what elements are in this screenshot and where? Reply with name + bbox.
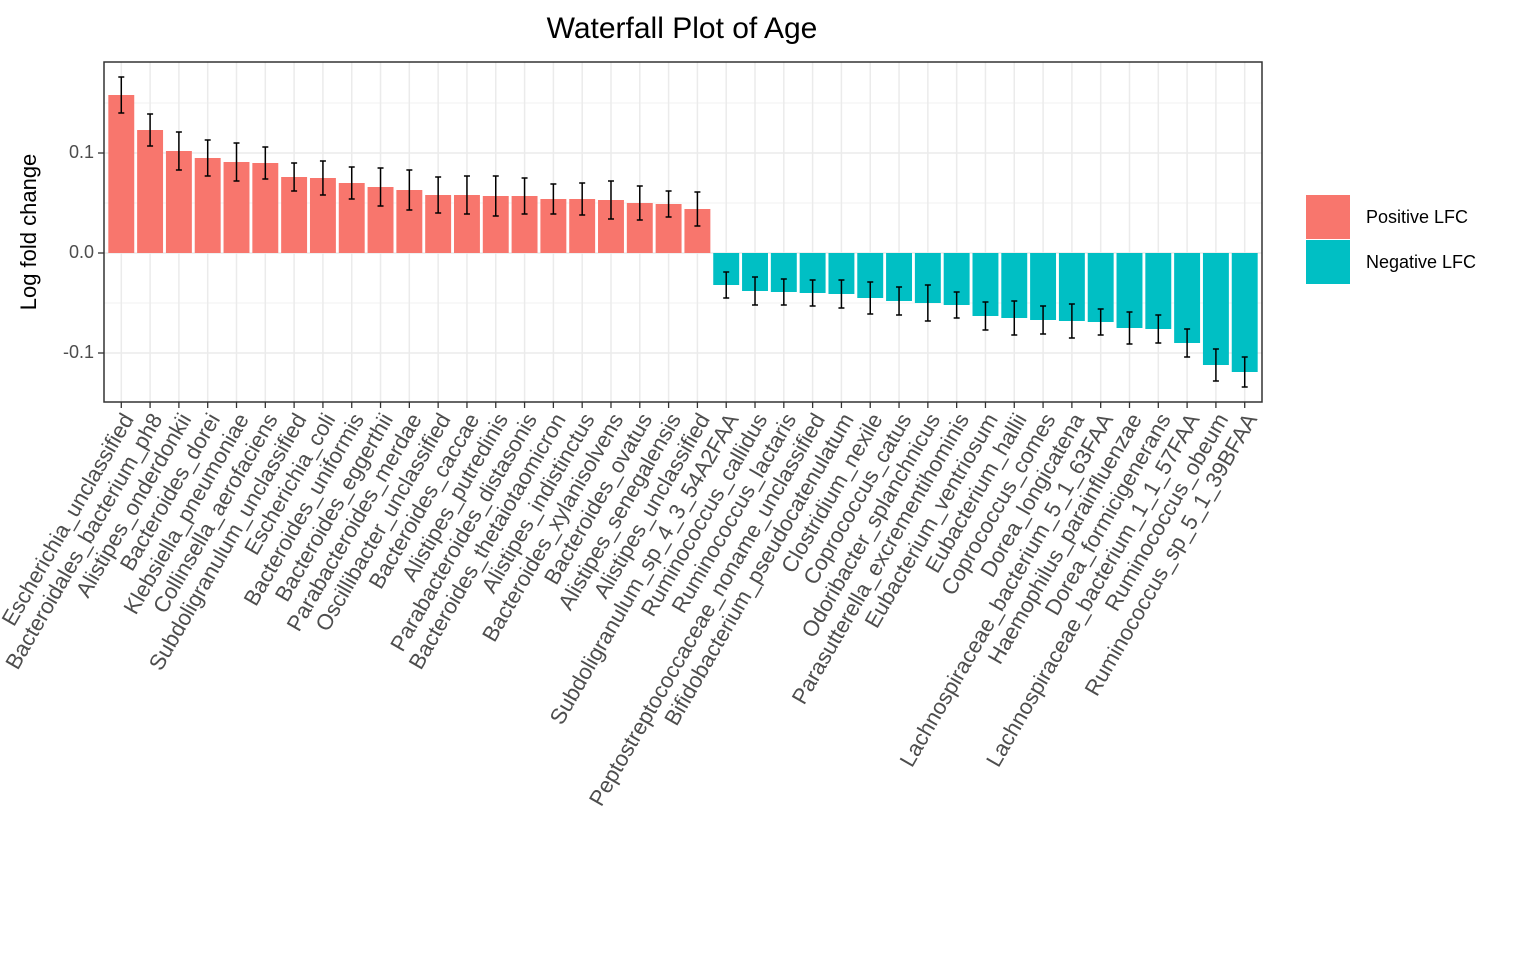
legend-label: Negative LFC xyxy=(1366,252,1476,272)
legend-key xyxy=(1306,195,1350,239)
error-bar xyxy=(291,162,298,192)
panel-border xyxy=(103,61,1263,403)
error-bar xyxy=(1068,303,1075,339)
y-tick-label: 0.1 xyxy=(69,142,94,162)
error-bar xyxy=(1126,311,1133,345)
error-bar xyxy=(694,191,701,227)
error-bar xyxy=(550,183,557,215)
error-bar xyxy=(982,301,989,331)
error-bar xyxy=(1184,328,1191,358)
bar xyxy=(1231,253,1258,372)
error-bar xyxy=(233,142,240,182)
error-bar xyxy=(665,190,672,218)
error-bar xyxy=(262,146,269,180)
error-bar xyxy=(896,286,903,316)
error-bar xyxy=(809,279,816,307)
error-bar xyxy=(752,276,759,306)
bar xyxy=(108,95,135,253)
error-bar xyxy=(319,160,326,196)
error-bar xyxy=(377,167,384,207)
error-bar xyxy=(1241,356,1248,388)
chart-title: Waterfall Plot of Age xyxy=(547,12,818,45)
bar xyxy=(1174,253,1201,343)
y-tick-label: 0.0 xyxy=(69,242,94,262)
error-bar xyxy=(1155,314,1162,344)
error-bar xyxy=(636,185,643,221)
error-bar xyxy=(1212,348,1219,382)
error-bar xyxy=(1097,308,1104,336)
error-bar xyxy=(492,175,499,217)
error-bar xyxy=(780,278,787,306)
error-bar xyxy=(348,166,355,200)
error-bar xyxy=(204,139,211,177)
y-axis-label: Log fold change xyxy=(16,154,41,311)
error-bar xyxy=(463,175,470,215)
error-bar xyxy=(838,279,845,309)
error-bar xyxy=(406,169,413,211)
error-bar xyxy=(521,177,528,215)
bar xyxy=(1202,253,1229,365)
error-bar xyxy=(924,284,931,322)
bar xyxy=(137,130,164,253)
error-bar xyxy=(953,291,960,319)
error-bar xyxy=(867,281,874,315)
error-bar xyxy=(118,76,125,114)
legend-label: Positive LFC xyxy=(1366,207,1468,227)
error-bar xyxy=(579,182,586,216)
error-bar xyxy=(723,271,730,299)
error-bar xyxy=(607,180,614,220)
error-bar xyxy=(175,131,182,171)
error-bar xyxy=(435,176,442,214)
error-bar xyxy=(147,113,154,147)
y-tick-label: -0.1 xyxy=(63,342,94,362)
legend-key xyxy=(1306,240,1350,284)
error-bar xyxy=(1011,300,1018,336)
error-bar xyxy=(1040,305,1047,335)
